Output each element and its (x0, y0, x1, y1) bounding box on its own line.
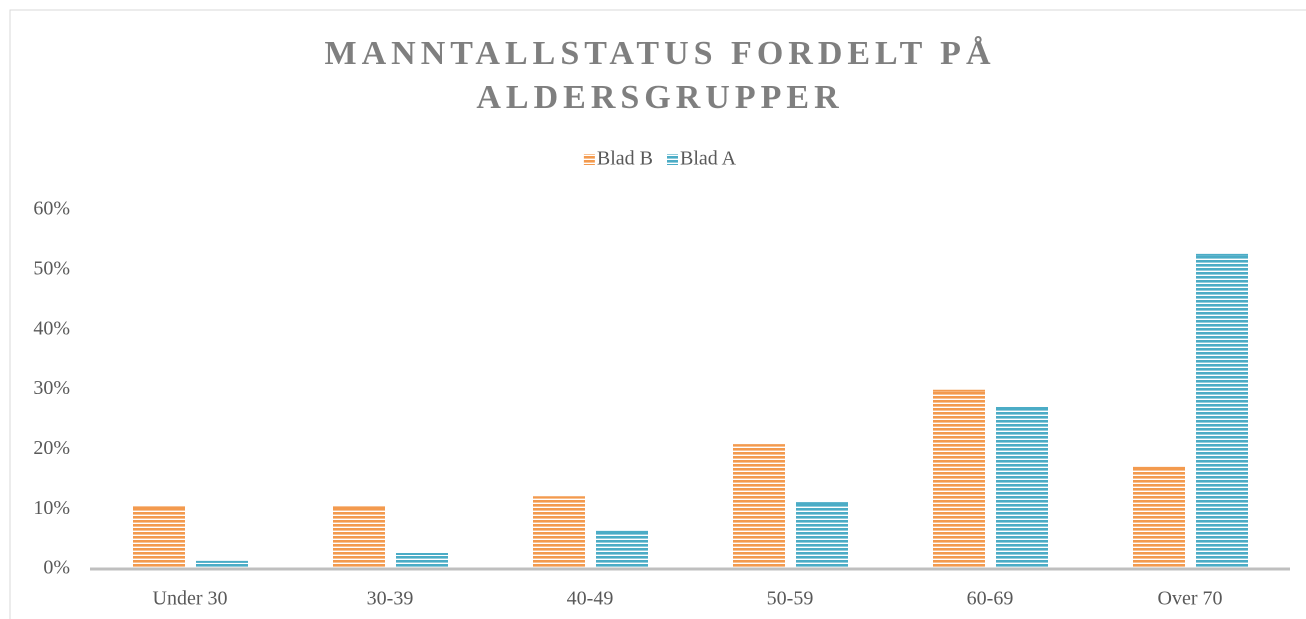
x-tick-label: 40-49 (567, 588, 614, 610)
legend-swatch (583, 154, 595, 165)
y-tick-label: 60% (33, 198, 70, 220)
x-tick-label: 50-59 (767, 588, 814, 610)
legend-swatch (667, 154, 678, 165)
chart-title: MANNTALLSTATUS FORDELT PÅ ALDERSGRUPPER (324, 35, 996, 116)
bar (533, 497, 585, 569)
bar (133, 507, 185, 569)
bar (1133, 467, 1185, 569)
bar (796, 503, 848, 569)
chart-border (9, 9, 1306, 619)
bar (933, 390, 985, 569)
bar (996, 408, 1048, 569)
bar (1196, 254, 1248, 569)
x-tick-label: Under 30 (153, 588, 228, 610)
bar (596, 531, 648, 569)
y-tick-label: 30% (33, 377, 70, 399)
legend-label: Blad A (680, 148, 737, 170)
bar (196, 561, 248, 569)
y-tick-label: 10% (33, 497, 70, 519)
legend-label: Blad B (597, 148, 653, 170)
y-tick-label: 20% (33, 437, 70, 459)
bar (733, 445, 785, 569)
bar (333, 507, 385, 569)
x-tick-label: Over 70 (1158, 588, 1223, 610)
y-tick-label: 50% (33, 257, 70, 279)
y-tick-label: 40% (33, 317, 70, 339)
x-tick-label: 30-39 (367, 588, 414, 610)
y-tick-label: 0% (43, 557, 70, 579)
x-tick-label: 60-69 (967, 588, 1014, 610)
bar (396, 554, 448, 569)
